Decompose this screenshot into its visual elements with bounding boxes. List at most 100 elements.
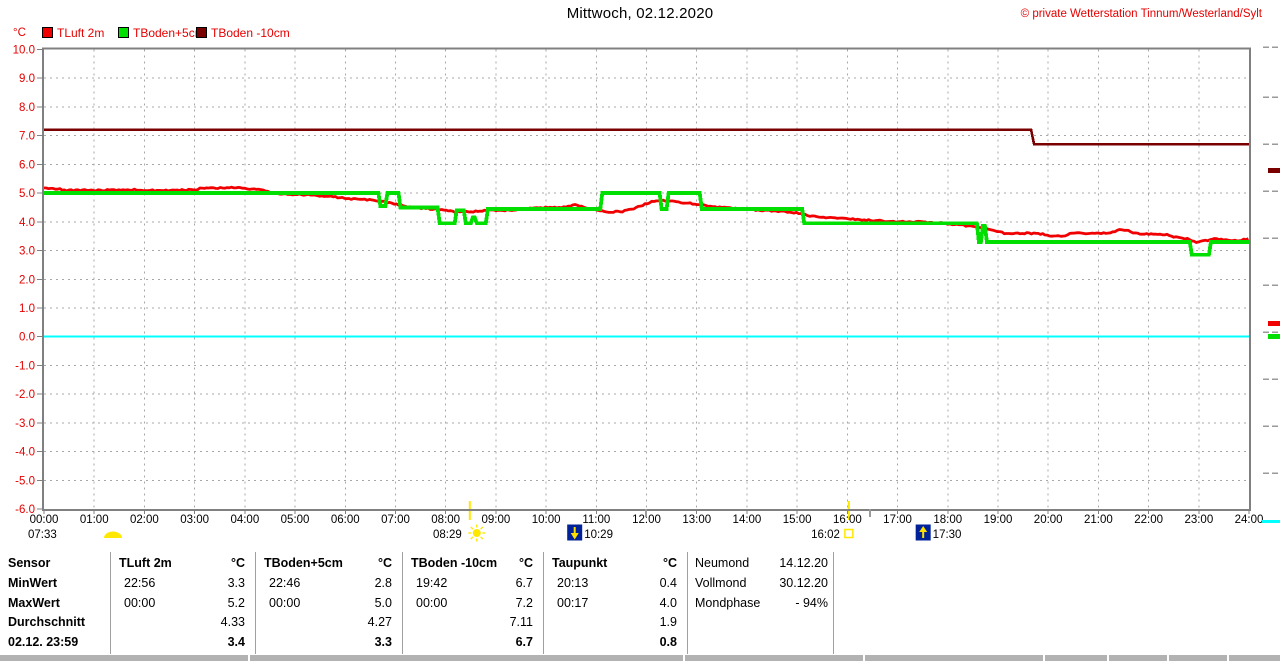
legend-label: TBoden+5cm	[133, 26, 205, 40]
moonrise-icon	[915, 524, 931, 541]
min-time: 22:56	[124, 576, 156, 590]
sensor-unit: °C	[518, 556, 533, 570]
table-divider	[833, 552, 834, 654]
y-tick-label: -1.0	[15, 360, 35, 372]
avg-value: 1.9	[659, 615, 677, 629]
moon-value: 14.12.20	[779, 556, 828, 570]
moon-value: - 94%	[795, 595, 828, 610]
min-value: 6.7	[515, 576, 533, 590]
bottom-bar-segment	[1229, 655, 1280, 661]
table-divider	[402, 552, 403, 654]
series-tboden-10cm	[44, 128, 1249, 146]
bottom-bar-segment	[865, 655, 1043, 661]
sensor-name: Taupunkt	[552, 556, 608, 570]
bottom-bar-segment	[1045, 655, 1107, 661]
max-value: 5.0	[374, 595, 392, 610]
x-tick-label: 11:00	[582, 514, 610, 526]
max-time: 00:00	[269, 595, 301, 610]
x-tick-label: 20:00	[1034, 514, 1063, 526]
sensor-unit: °C	[230, 556, 245, 570]
x-tick-label: 03:00	[180, 514, 209, 526]
bottom-bar-segment	[685, 655, 863, 661]
y-tick-label: 7.0	[19, 131, 35, 143]
x-tick-label: 05:00	[281, 514, 310, 526]
y-tick-label: 5.0	[19, 188, 35, 200]
x-tick-label: 13:00	[682, 514, 711, 526]
table-divider	[255, 552, 256, 654]
current-value: 6.7	[515, 635, 533, 649]
sensor-name: TBoden -10cm	[411, 556, 498, 570]
x-tick-label: 06:00	[331, 514, 360, 526]
avg-value: 7.11	[509, 615, 533, 629]
moon-label: Vollmond	[695, 576, 747, 590]
series-tboden-5cm	[44, 191, 1249, 257]
sensor-name: TBoden+5cm	[264, 556, 343, 570]
table-divider	[110, 552, 111, 654]
avg-value: 4.27	[367, 615, 392, 629]
row-label: MaxWert	[8, 595, 60, 610]
max-time: 00:17	[557, 595, 589, 610]
current-value: 3.4	[227, 635, 245, 649]
dawn-sun-icon	[104, 531, 122, 538]
y-tick-label: -3.0	[15, 418, 35, 430]
x-tick-label: 18:00	[933, 514, 962, 526]
sun-moon-events: 07:33 08:29 10:29 16:02 17:30	[28, 524, 962, 542]
min-time: 19:42	[416, 576, 448, 590]
bottom-bar-segment	[0, 655, 248, 661]
bottom-bar-segment	[1109, 655, 1167, 661]
series-tluft-2m	[43, 185, 1249, 244]
legend-swatch	[196, 27, 207, 38]
max-value: 7.2	[515, 595, 533, 610]
avg-value: 4.33	[220, 615, 245, 629]
bottom-bar-segment	[1169, 655, 1227, 661]
grid	[44, 49, 1250, 510]
y-tick-label: 4.0	[19, 217, 35, 229]
max-value: 5.2	[227, 595, 245, 610]
y-tick-label: 3.0	[19, 246, 35, 258]
y-tick-label: 6.0	[19, 159, 35, 171]
y-tick-label: 8.0	[19, 102, 35, 114]
x-tick-label: 09:00	[481, 514, 510, 526]
sensor-unit: °C	[662, 556, 677, 570]
min-value: 2.8	[374, 576, 392, 590]
adjacent-chart-sliver	[1262, 46, 1280, 523]
copyright-label: © private Wetterstation Tinnum/Westerlan…	[1020, 8, 1262, 20]
y-tick-label: -6.0	[15, 504, 35, 516]
y-tick-label: 1.0	[19, 303, 35, 315]
y-tick-label: 2.0	[19, 274, 35, 286]
row-label: Sensor	[8, 556, 51, 570]
x-tick-label: 07:00	[381, 514, 410, 526]
moonrise-time-label: 17:30	[933, 529, 962, 541]
x-tick-label: 08:00	[431, 514, 460, 526]
min-time: 22:46	[269, 576, 301, 590]
x-tick-label: 00:00	[30, 514, 59, 526]
max-time: 00:00	[416, 595, 448, 610]
x-tick-label: 15:00	[783, 514, 812, 526]
table-divider	[687, 552, 688, 654]
min-value: 3.3	[227, 576, 245, 590]
x-tick-label: 14:00	[733, 514, 762, 526]
bottom-bar-segment	[250, 655, 683, 661]
row-label: 02.12. 23:59	[8, 635, 79, 649]
row-label: MinWert	[8, 576, 58, 590]
moon-label: Neumond	[695, 556, 750, 570]
current-value: 3.3	[374, 635, 392, 649]
table-divider	[543, 552, 544, 654]
dawn-time-label: 07:33	[28, 529, 57, 541]
moonset-icon	[567, 524, 583, 541]
legend-label: TLuft 2m	[57, 26, 105, 40]
legend-swatch	[118, 27, 129, 38]
y-tick-label: -2.0	[15, 389, 35, 401]
y-tick-label: 10.0	[13, 45, 35, 57]
y-tick-label: -5.0	[15, 475, 35, 487]
y-tick-label: 0.0	[19, 332, 35, 344]
x-tick-label: 23:00	[1184, 514, 1213, 526]
moon-label: Mondphase	[695, 595, 761, 610]
current-value: 0.8	[659, 635, 677, 649]
legend-swatch	[42, 27, 53, 38]
x-tick-label: 01:00	[80, 514, 109, 526]
min-time: 20:13	[557, 576, 589, 590]
